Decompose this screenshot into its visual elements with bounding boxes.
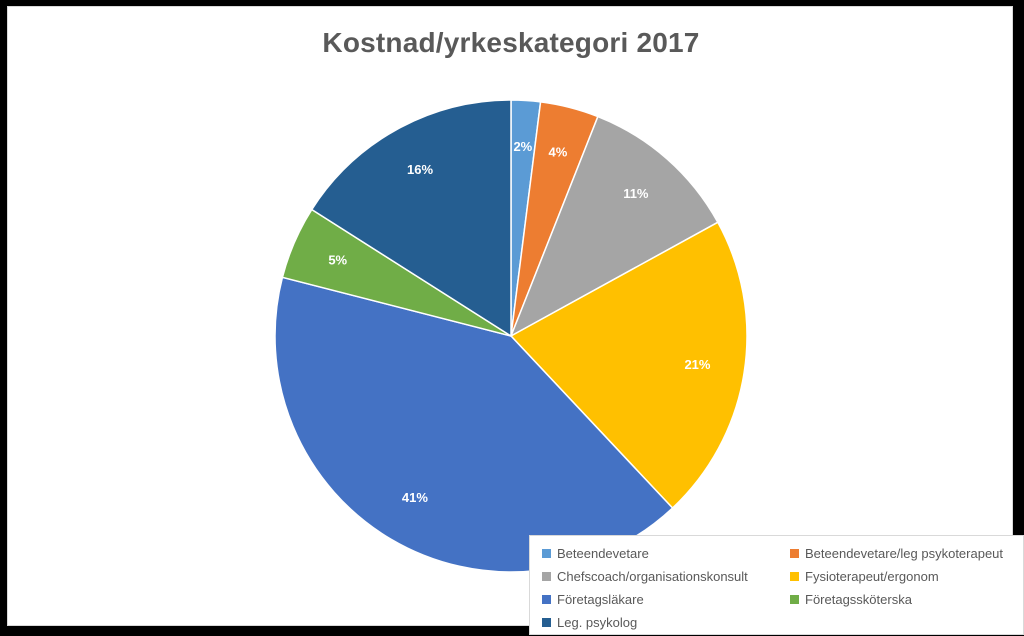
- pie-slice-2: [509, 115, 719, 338]
- legend-item: Företagsläkare: [542, 588, 790, 611]
- legend-item: Leg. psykolog: [542, 611, 790, 634]
- legend-item: Beteendevetare: [542, 542, 790, 565]
- legend-swatch: [542, 618, 551, 627]
- legend-swatch: [542, 595, 551, 604]
- legend-swatch: [790, 549, 799, 558]
- data-label-4: 41%: [402, 490, 428, 505]
- pie-slice-6: [310, 99, 512, 338]
- legend-item: Chefscoach/organisationskonsult: [542, 565, 790, 588]
- legend-label: Leg. psykolog: [557, 615, 638, 630]
- legend-item: Beteendevetare/leg psykoterapeut: [790, 542, 1024, 565]
- legend-item: Företagssköterska: [790, 588, 1024, 611]
- data-label-0: 2%: [513, 139, 532, 154]
- legend-item: Fysioterapeut/ergonom: [790, 565, 1024, 588]
- pie-slice-3: [509, 221, 748, 510]
- legend-label: Beteendevetare: [557, 546, 649, 561]
- legend-label: Fysioterapeut/ergonom: [805, 569, 939, 584]
- legend-swatch: [542, 549, 551, 558]
- legend-label: Företagssköterska: [805, 592, 912, 607]
- pie-chart: 2% 4% 11% 21% 41% 5% 16%: [274, 99, 748, 573]
- data-label-6: 16%: [407, 162, 433, 177]
- legend-swatch: [790, 572, 799, 581]
- legend-swatch: [542, 572, 551, 581]
- legend-label: Beteendevetare/leg psykoterapeut: [805, 546, 1004, 561]
- data-label-3: 21%: [684, 357, 710, 372]
- legend-label: Chefscoach/organisationskonsult: [557, 569, 748, 584]
- data-label-1: 4%: [549, 145, 568, 160]
- chart-title: Kostnad/yrkeskategori 2017: [322, 27, 700, 58]
- data-label-5: 5%: [328, 252, 347, 267]
- data-label-2: 11%: [623, 186, 649, 201]
- chart-legend: Beteendevetare Beteendevetare/leg psykote…: [529, 535, 1024, 635]
- chart-area: Kostnad/yrkeskategori 2017 2% 4% 11% 21% 41%…: [7, 6, 1024, 635]
- legend-swatch: [790, 595, 799, 604]
- legend-label: Företagsläkare: [557, 592, 644, 607]
